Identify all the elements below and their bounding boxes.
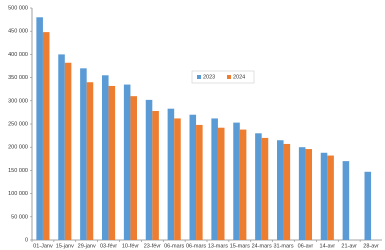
y-tick-label: 150 000	[8, 168, 28, 174]
bar	[283, 143, 291, 240]
bar	[36, 17, 43, 241]
bar	[64, 62, 72, 240]
bar	[305, 149, 312, 240]
x-tick-label: 24-mars	[252, 243, 272, 249]
bar	[327, 155, 334, 240]
bar	[145, 99, 153, 240]
bar	[239, 129, 247, 240]
x-tick-label: 31-mars	[273, 243, 293, 249]
y-tick-label: 400 000	[8, 52, 28, 58]
legend-box	[191, 70, 255, 84]
x-tick-label: 03-févr	[100, 243, 117, 249]
x-tick-label: 06-avr	[298, 243, 314, 249]
bar	[196, 124, 203, 240]
y-tick-label: 0	[25, 237, 28, 243]
bar	[42, 32, 50, 241]
x-tick-label: 13-mars	[208, 243, 228, 249]
y-tick-label: 250 000	[8, 121, 28, 127]
x-tick-label: 29-janv	[78, 243, 96, 249]
bar	[255, 133, 262, 240]
bar	[58, 54, 65, 241]
x-tick-label: 23-févr	[144, 243, 161, 249]
bar	[80, 68, 87, 240]
bar	[86, 82, 94, 241]
bar	[174, 118, 181, 240]
x-tick-label: 21-avr	[341, 243, 357, 249]
y-tick-label: 100 000	[8, 191, 28, 197]
bar	[152, 111, 159, 241]
legend-label: 2023	[203, 74, 215, 80]
bar	[364, 171, 372, 240]
bar	[189, 114, 197, 240]
bar	[108, 85, 116, 241]
x-tick-label: 01-Janv	[33, 243, 53, 249]
bar	[320, 152, 328, 240]
x-tick-label: 10-févr	[122, 243, 139, 249]
legend-swatch	[197, 75, 201, 79]
legend-swatch	[227, 75, 231, 79]
bar	[167, 108, 175, 240]
legend-label: 2024	[233, 74, 245, 80]
y-tick-label: 300 000	[8, 98, 28, 104]
bar	[211, 118, 218, 240]
x-tick-label: 14-avr	[320, 243, 336, 249]
bar	[123, 84, 131, 240]
x-tick-label: 15-mars	[230, 243, 250, 249]
bar	[261, 137, 269, 240]
y-tick-label: 350 000	[8, 75, 28, 81]
bar	[342, 161, 350, 240]
bar	[277, 140, 284, 240]
bar	[233, 122, 240, 240]
x-tick-label: 15-janv	[56, 243, 74, 249]
bar	[217, 127, 225, 240]
bar	[298, 147, 306, 240]
y-tick-label: 450 000	[8, 29, 28, 35]
x-tick-label: 06-mars	[186, 243, 206, 249]
y-tick-label: 200 000	[8, 145, 28, 151]
y-tick-label: 500 000	[8, 5, 28, 11]
bar	[130, 96, 137, 240]
bar	[102, 75, 109, 240]
x-tick-label: 28-avr	[363, 243, 379, 249]
x-tick-label: 06-mars	[164, 243, 184, 249]
y-tick-label: 50 000	[11, 214, 28, 220]
